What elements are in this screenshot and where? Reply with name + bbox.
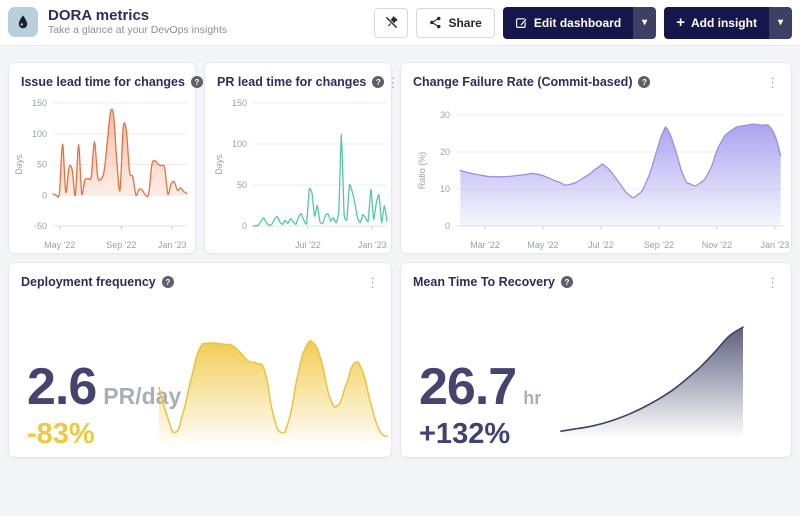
add-insight-label: Add insight — [690, 15, 757, 30]
svg-text:Nov '22: Nov '22 — [702, 240, 732, 250]
kebab-menu-icon[interactable]: ⋮ — [366, 274, 379, 290]
mttr-sparkline — [560, 326, 744, 439]
plus-icon: + — [676, 14, 685, 31]
svg-text:50: 50 — [37, 160, 47, 170]
svg-text:-50: -50 — [34, 221, 47, 231]
page-subtitle: Take a glance at your DevOps insights — [48, 24, 228, 37]
svg-text:100: 100 — [32, 129, 47, 139]
pr-lead-time-chart: 0 50 100 150 Days Jul '22 Jan '23 — [214, 98, 388, 250]
svg-text:Days: Days — [214, 154, 224, 175]
share-button[interactable]: Share — [416, 7, 495, 38]
svg-text:Jul '22: Jul '22 — [295, 240, 321, 250]
svg-text:May '22: May '22 — [527, 240, 558, 250]
edit-dashboard-caret-button[interactable]: ▾ — [633, 6, 657, 39]
add-insight-split-button: + Add insight ▾ — [664, 6, 792, 39]
svg-text:Jul '22: Jul '22 — [588, 240, 614, 250]
svg-text:Days: Days — [14, 154, 24, 175]
svg-text:Jan '23: Jan '23 — [760, 240, 789, 250]
card-issue-lead-time: Issue lead time for changes ? ⋮ -5005010… — [8, 62, 218, 254]
add-insight-caret-button[interactable]: ▾ — [768, 6, 792, 39]
edit-dashboard-label: Edit dashboard — [533, 15, 622, 30]
kebab-menu-icon[interactable]: ⋮ — [766, 274, 779, 290]
help-icon[interactable]: ? — [638, 76, 651, 88]
stat-unit: PR/day — [103, 383, 182, 409]
share-button-label: Share — [448, 15, 482, 30]
deployment-frequency-sparkline — [158, 340, 388, 445]
chevron-down-icon: ▾ — [642, 17, 648, 28]
stat-delta: +132% — [419, 418, 511, 450]
unpin-button[interactable] — [374, 7, 409, 38]
card-deployment-frequency: Deployment frequency ? ⋮ 2.6 PR/day -83% — [8, 262, 392, 458]
svg-text:Mar '22: Mar '22 — [470, 240, 500, 250]
stat-delta: -83% — [27, 418, 95, 450]
svg-text:150: 150 — [32, 98, 47, 108]
help-icon[interactable]: ? — [161, 276, 174, 288]
card-title: Issue lead time for changes — [21, 75, 185, 89]
svg-text:Sep '22: Sep '22 — [106, 240, 136, 250]
svg-text:100: 100 — [232, 139, 247, 149]
chevron-down-icon: ▾ — [777, 17, 783, 28]
svg-text:Jan '23: Jan '23 — [158, 240, 187, 250]
edit-dashboard-button[interactable]: Edit dashboard — [502, 6, 634, 39]
card-title: Mean Time To Recovery — [413, 275, 555, 289]
svg-text:20: 20 — [440, 147, 450, 157]
card-mean-time-to-recovery: Mean Time To Recovery ? ⋮ 26.7 hr +132% — [400, 262, 792, 458]
card-title: PR lead time for changes — [217, 75, 367, 89]
card-title: Change Failure Rate (Commit-based) — [413, 75, 633, 89]
svg-text:Ratio (%): Ratio (%) — [417, 152, 427, 190]
help-icon[interactable]: ? — [190, 76, 203, 88]
edit-dashboard-split-button: Edit dashboard ▾ — [502, 6, 657, 39]
change-failure-rate-chart: 0 10 20 30 Ratio (%) Mar '22 May '22 Jul '22 Sep… — [417, 110, 789, 250]
page-title: DORA metrics — [48, 7, 150, 25]
svg-text:30: 30 — [440, 110, 450, 120]
stat-value: 2.6 — [27, 358, 97, 416]
card-pr-lead-time: PR lead time for changes ? ⋮ 0 50 100 150 Da… — [204, 62, 399, 254]
app-logo — [8, 7, 38, 38]
stat-value: 26.7 — [419, 358, 517, 416]
unpin-icon — [385, 16, 398, 29]
add-insight-button[interactable]: + Add insight — [664, 6, 769, 39]
dashboard-header: DORA metrics Take a glance at your DevOp… — [0, 0, 800, 46]
issue-lead-time-chart: -50 0 50 100 150 Days May '22 Sep '22 Jan '23 — [14, 98, 188, 250]
droplet-icon — [18, 15, 28, 29]
mttr-stat: 26.7 hr +132% — [419, 361, 541, 451]
card-change-failure-rate: Change Failure Rate (Commit-based) ? ⋮ 0… — [400, 62, 792, 254]
edit-icon — [515, 17, 528, 28]
card-title: Deployment frequency — [21, 275, 156, 289]
share-icon — [430, 16, 441, 29]
svg-text:Sep '22: Sep '22 — [644, 240, 674, 250]
deployment-frequency-stat: 2.6 PR/day -83% — [27, 361, 181, 451]
kebab-menu-icon[interactable]: ⋮ — [766, 74, 779, 90]
stat-unit: hr — [523, 388, 542, 408]
kebab-menu-icon[interactable]: ⋮ — [386, 74, 400, 90]
svg-text:0: 0 — [42, 190, 47, 200]
svg-text:0: 0 — [445, 221, 450, 231]
svg-text:Jan '23: Jan '23 — [358, 240, 387, 250]
svg-text:0: 0 — [242, 221, 247, 231]
help-icon[interactable]: ? — [372, 76, 385, 88]
svg-text:May '22: May '22 — [44, 240, 75, 250]
svg-text:10: 10 — [440, 184, 450, 194]
svg-text:50: 50 — [237, 180, 247, 190]
help-icon[interactable]: ? — [560, 276, 573, 288]
svg-text:150: 150 — [232, 98, 247, 108]
